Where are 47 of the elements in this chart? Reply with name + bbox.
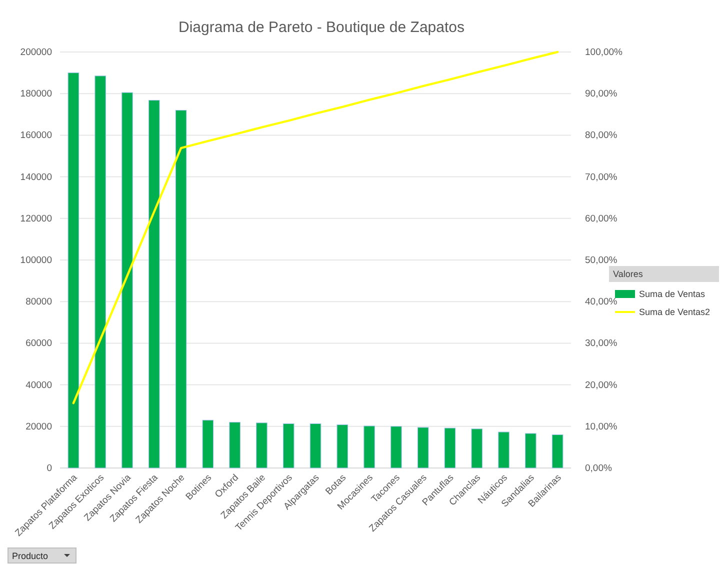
bar bbox=[498, 432, 510, 468]
bar bbox=[390, 426, 402, 468]
y-tick-label: 20000 bbox=[26, 421, 52, 432]
bar bbox=[229, 422, 240, 468]
legend-label: Suma de Ventas bbox=[639, 288, 706, 299]
y-tick-label: 60000 bbox=[26, 338, 52, 350]
bar bbox=[282, 423, 294, 468]
y2-tick-label: 50,00% bbox=[585, 255, 618, 266]
line-series bbox=[72, 50, 559, 404]
bar bbox=[256, 422, 268, 468]
field-button: Producto bbox=[8, 548, 76, 564]
bar bbox=[122, 92, 133, 468]
y2-tick-label: 90,00% bbox=[585, 88, 618, 100]
y2-tick-label: 20,00% bbox=[585, 380, 618, 391]
y-tick-label: 80000 bbox=[26, 296, 52, 308]
bar bbox=[417, 427, 429, 468]
y-tick-label: 140000 bbox=[20, 172, 52, 183]
y-tick-label: 160000 bbox=[20, 130, 52, 142]
legend-label: Suma de Ventas2 bbox=[639, 306, 710, 317]
bar bbox=[364, 426, 375, 468]
y2-tick-label: 10,00% bbox=[585, 421, 618, 432]
y-tick-label: 180000 bbox=[20, 88, 52, 100]
y2-tick-label: 100,00% bbox=[585, 47, 624, 58]
chart-title: Diagrama de Pareto - Boutique de Zapatos bbox=[178, 19, 465, 36]
bar bbox=[148, 100, 160, 468]
bar bbox=[444, 428, 456, 468]
y-tick-label: 120000 bbox=[20, 213, 52, 224]
y2-tick-label: 80,00% bbox=[585, 130, 618, 142]
y2-tick-label: 60,00% bbox=[585, 213, 618, 224]
y2-tick-label: 70,00% bbox=[585, 172, 618, 183]
bar bbox=[524, 433, 536, 468]
y2-tick-label: 0,00% bbox=[585, 463, 612, 474]
legend-title: Valores bbox=[613, 269, 644, 279]
y-tick-label: 40000 bbox=[26, 380, 52, 391]
bar bbox=[471, 428, 483, 468]
y2-tick-label: 40,00% bbox=[585, 296, 618, 308]
y-tick-label: 200000 bbox=[20, 47, 52, 58]
bar bbox=[68, 72, 80, 468]
bar bbox=[336, 424, 348, 468]
y-tick-label: 100000 bbox=[20, 255, 52, 266]
bar bbox=[310, 423, 322, 468]
bar bbox=[175, 110, 187, 468]
bar bbox=[202, 420, 214, 468]
y-tick-label: 0 bbox=[46, 463, 52, 474]
y2-tick-label: 30,00% bbox=[585, 338, 618, 350]
bar bbox=[552, 434, 564, 468]
bar bbox=[94, 76, 106, 468]
